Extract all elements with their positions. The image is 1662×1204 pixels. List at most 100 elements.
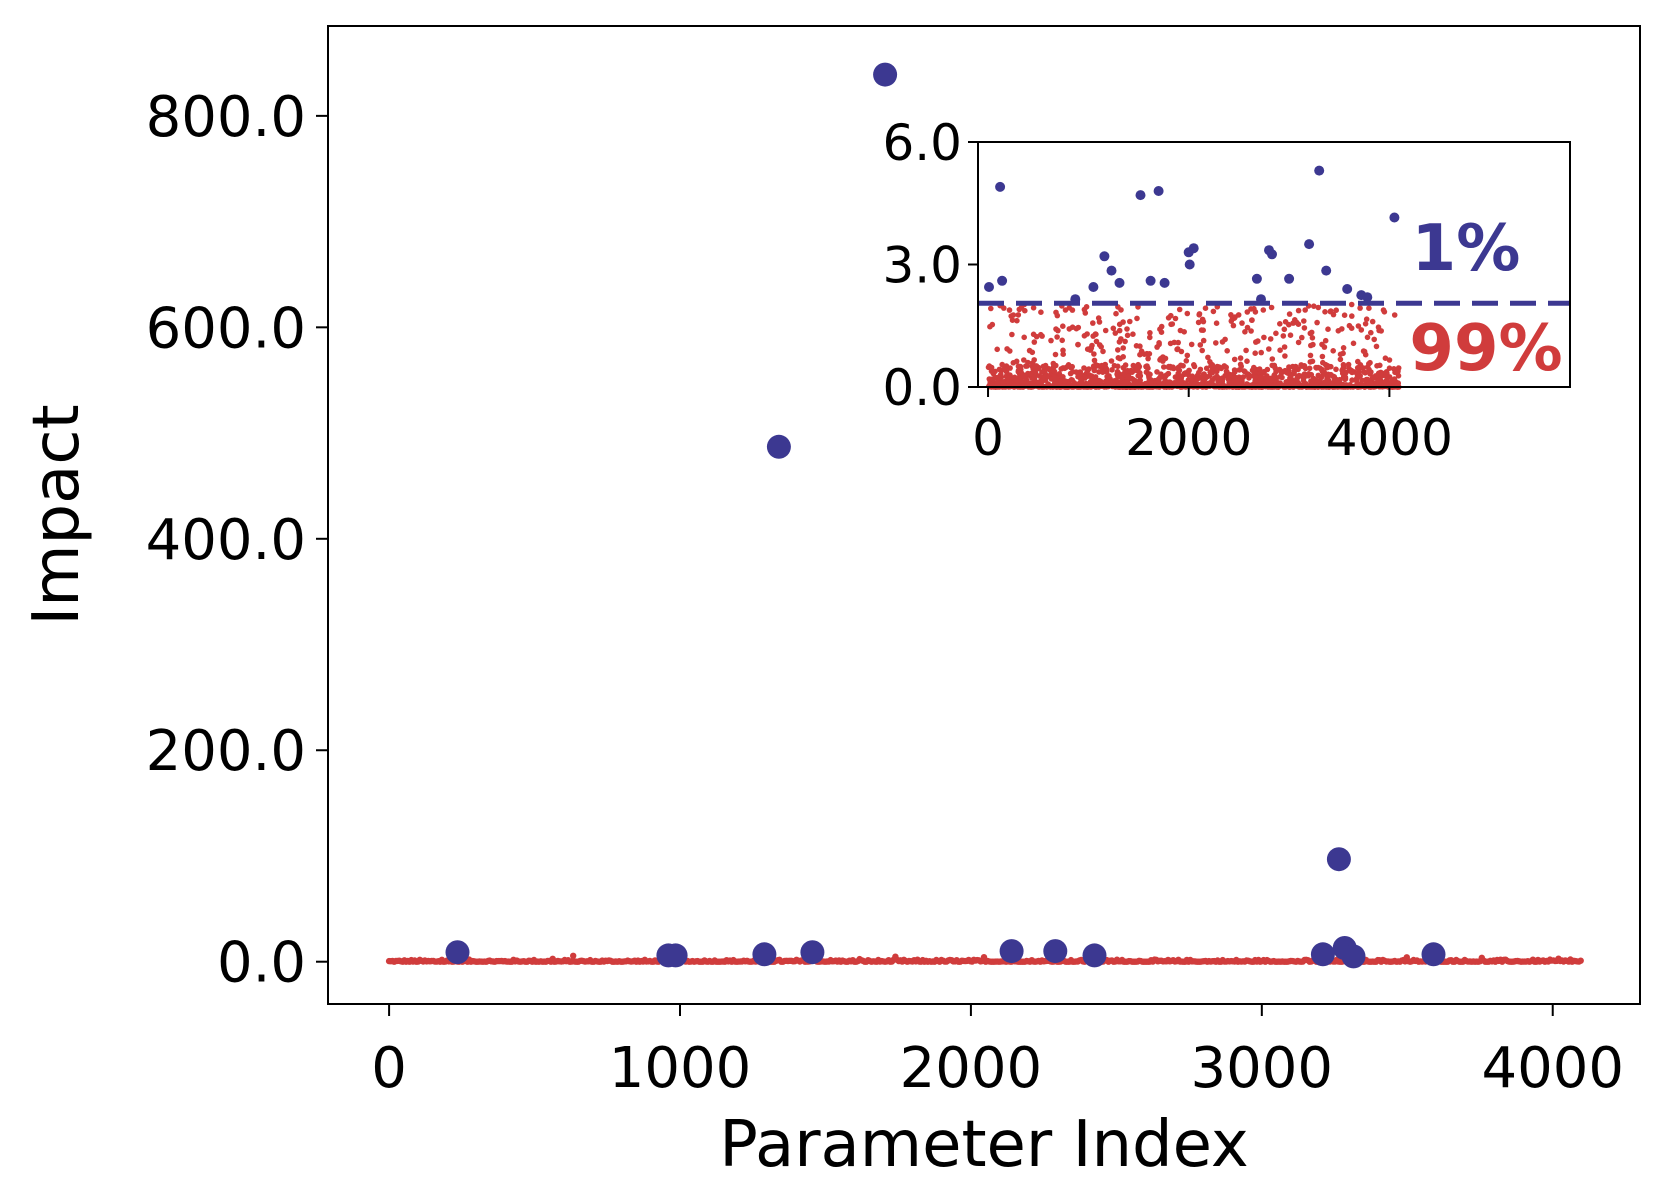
inset-noise-point — [1006, 307, 1013, 313]
inset-noise-point — [1030, 331, 1037, 338]
inset-noise-point — [1106, 373, 1112, 379]
inset-noise-point — [1117, 355, 1123, 362]
inset-noise-point — [1341, 312, 1348, 319]
inset-noise-point — [1286, 321, 1292, 328]
inset-noise-point — [1386, 374, 1393, 380]
main-y-tick-label: 0.0 — [217, 931, 306, 996]
inset-noise-point — [1356, 369, 1362, 375]
inset-noise-point — [987, 323, 993, 330]
inset-noise-point — [1119, 375, 1125, 381]
inset-noise-point — [1054, 334, 1060, 340]
inset-noise-point — [1380, 372, 1386, 379]
inset-noise-point — [1112, 330, 1119, 336]
inset-noise-point — [1168, 321, 1174, 328]
inset-noise-point — [1269, 377, 1275, 384]
inset-noise-point — [1286, 311, 1293, 317]
inset-noise-point — [1186, 368, 1192, 374]
inset-noise-point — [1093, 362, 1099, 368]
inset-noise-point — [1078, 376, 1084, 383]
main-y-tick-label: 800.0 — [146, 85, 306, 150]
inset-noise-point — [1155, 378, 1162, 384]
inset-noise-point — [1038, 309, 1044, 316]
inset-noise-point — [1181, 329, 1187, 335]
inset-noise-point — [1043, 372, 1050, 379]
inset-outlier-point — [1251, 273, 1262, 284]
inset-noise-point — [1251, 364, 1257, 371]
main-x-tick-label: 0 — [371, 1036, 407, 1101]
inset-noise-point — [1051, 363, 1058, 369]
inset-outlier-point — [1267, 249, 1277, 260]
inset-noise-point — [1203, 365, 1210, 372]
inset-noise-point — [1373, 343, 1380, 350]
inset-noise-point — [1022, 307, 1028, 314]
inset-y-axis: 0.0 3.0 6.0 — [882, 114, 978, 417]
inset-outlier-point — [1159, 277, 1170, 288]
inset-noise-point — [1214, 363, 1220, 370]
inset-noise-point — [1081, 306, 1088, 313]
inset-noise-point — [1189, 373, 1196, 380]
inset-noise-point — [1144, 363, 1150, 369]
inset-noise-point — [1137, 373, 1144, 379]
inset-noise-point — [1337, 351, 1344, 358]
inset-noise-point — [1039, 333, 1045, 339]
inset-noise-point — [1197, 342, 1204, 348]
inset-noise-point — [1208, 381, 1215, 388]
inset-noise-point — [1281, 326, 1288, 333]
inset-noise-point — [1031, 357, 1037, 363]
inset-noise-point — [1210, 308, 1217, 315]
inset-noise-point — [1070, 369, 1076, 375]
inset-noise-point — [1146, 351, 1153, 357]
inset-noise-point — [1258, 349, 1264, 356]
inset-outlier-point — [1321, 265, 1332, 276]
inset-noise-point — [1228, 318, 1235, 324]
inset-noise-point — [1231, 356, 1238, 363]
inset-noise-point — [1176, 306, 1183, 313]
inset-noise-point — [1147, 334, 1153, 341]
inset-noise-point — [1337, 356, 1344, 363]
inset-noise-point — [1158, 372, 1165, 379]
inset-noise-point — [1116, 327, 1123, 334]
inset-noise-point — [1277, 347, 1283, 354]
inset-noise-point — [1291, 368, 1298, 374]
inset-noise-point — [1301, 371, 1308, 377]
inset-noise-point — [1333, 366, 1339, 373]
inset-noise-point — [1292, 363, 1299, 370]
inset-noise-point — [1128, 375, 1135, 382]
inset-noise-point — [1048, 337, 1054, 344]
inset-noise-point — [1295, 307, 1302, 314]
inset-noise-point — [1230, 322, 1237, 329]
inset-noise-point — [1355, 323, 1362, 329]
inset-outlier-point — [1389, 212, 1400, 223]
inset-noise-point — [1295, 380, 1302, 386]
inset-noise-point — [1160, 354, 1166, 360]
inset-noise-point — [1195, 319, 1202, 326]
inset-noise-point — [1091, 381, 1098, 387]
inset-noise-point — [1248, 328, 1254, 334]
inset-noise-point — [1168, 365, 1174, 371]
inset-noise-point — [1200, 318, 1207, 325]
inset-noise-point — [1099, 362, 1105, 369]
inset-noise-point — [994, 346, 1000, 353]
inset-outlier-point — [1304, 239, 1315, 250]
inset-noise-point — [992, 368, 998, 375]
inset-plot: 0 2000 4000 0.0 3.0 6.0 1% 99% — [882, 114, 1571, 467]
inset-noise-point — [1009, 317, 1016, 324]
inset-noise-point — [1244, 309, 1251, 315]
inset-noise-point — [1349, 377, 1355, 383]
inset-noise-point — [1062, 378, 1068, 384]
inset-noise-point — [1124, 332, 1131, 339]
inset-noise-point — [988, 364, 995, 371]
inset-noise-point — [1362, 321, 1369, 327]
inset-noise-point — [1198, 327, 1205, 333]
inset-noise-point — [1252, 309, 1259, 315]
inset-noise-point — [1120, 345, 1126, 351]
inset-noise-point — [1065, 363, 1072, 369]
inset-noise-point — [1223, 368, 1230, 375]
inset-y-tick-label: 0.0 — [882, 359, 962, 417]
inset-noise-point — [1040, 363, 1047, 370]
main-outlier-point — [445, 940, 470, 965]
inset-noise-point — [1127, 318, 1133, 325]
inset-noise-point — [1320, 359, 1326, 366]
main-noise-point — [570, 952, 577, 959]
inset-noise-point — [1176, 367, 1183, 374]
